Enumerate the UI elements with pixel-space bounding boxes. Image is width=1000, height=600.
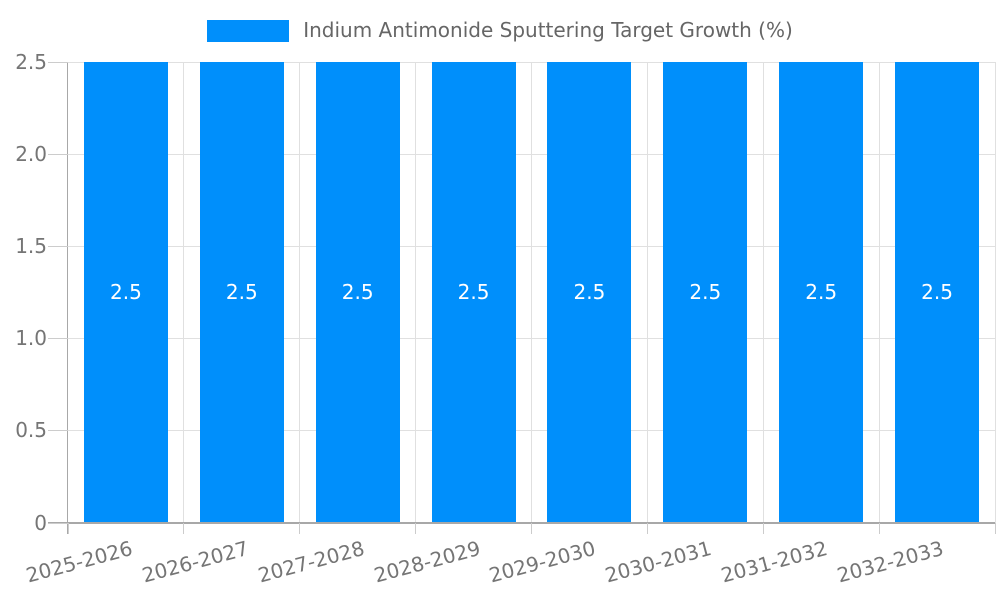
gridline-vertical xyxy=(531,62,532,523)
bar-value-label: 2.5 xyxy=(805,280,838,304)
gridline-vertical xyxy=(878,62,880,523)
bar-value-label: 2.5 xyxy=(689,280,722,304)
y-axis-tick-label: 2.5 xyxy=(15,49,47,74)
x-axis-tick xyxy=(415,523,417,534)
y-axis-tick xyxy=(48,522,68,524)
legend[interactable]: Indium Antimonide Sputtering Target Grow… xyxy=(0,19,1000,42)
x-axis-tick xyxy=(878,523,880,534)
bar[interactable]: 2.5 xyxy=(199,62,284,523)
bar[interactable]: 2.5 xyxy=(83,62,168,523)
bar[interactable]: 2.5 xyxy=(895,62,980,523)
gridline-vertical xyxy=(299,62,301,523)
gridline-vertical xyxy=(183,62,185,523)
legend-swatch xyxy=(207,19,290,42)
bar-value-label: 2.5 xyxy=(457,280,490,304)
y-axis-tick xyxy=(48,153,68,155)
y-axis-tick xyxy=(48,61,68,63)
x-axis-tick xyxy=(994,523,996,534)
plot-area: 2.5 2.5 2.5 2.5 2.5 2.5 2.5 2.5 xyxy=(68,61,996,523)
x-axis-tick xyxy=(646,523,648,534)
bar[interactable]: 2.5 xyxy=(431,62,516,523)
x-axis-tick-label: 2029-2030 xyxy=(486,536,599,588)
x-axis-tick xyxy=(531,523,532,534)
legend-label: Indium Antimonide Sputtering Target Grow… xyxy=(303,18,793,42)
bar[interactable]: 2.5 xyxy=(663,62,748,523)
x-axis-tick-label: 2032-2033 xyxy=(834,536,947,588)
x-axis-tick xyxy=(67,523,69,534)
bar-value-label: 2.5 xyxy=(573,280,606,304)
x-axis-tick-label: 2031-2032 xyxy=(718,536,831,588)
bar-value-label: 2.5 xyxy=(225,280,258,304)
bar[interactable]: 2.5 xyxy=(547,62,632,523)
bar-value-label: 2.5 xyxy=(110,280,142,304)
y-axis-tick-label: 1.5 xyxy=(15,233,47,258)
gridline-vertical xyxy=(415,62,417,523)
y-axis-line xyxy=(66,62,68,534)
x-axis-tick xyxy=(299,523,301,534)
y-axis-tick xyxy=(48,430,68,432)
bar[interactable]: 2.5 xyxy=(779,62,864,523)
gridline-vertical xyxy=(762,62,764,523)
bar[interactable]: 2.5 xyxy=(315,62,400,523)
gridline-vertical xyxy=(646,62,648,523)
x-axis-tick-label: 2028-2029 xyxy=(371,536,483,588)
x-axis-tick-label: 2027-2028 xyxy=(255,536,367,588)
bar-value-label: 2.5 xyxy=(341,280,374,304)
y-axis-tick-label: 2.0 xyxy=(15,141,47,166)
x-axis-tick xyxy=(183,523,185,534)
gridline-vertical xyxy=(994,62,996,523)
y-axis-tick-label: 0 xyxy=(34,510,47,535)
x-axis-line xyxy=(48,521,995,524)
y-axis-tick xyxy=(48,245,68,247)
y-axis-tick-label: 0.5 xyxy=(15,418,47,443)
x-axis-tick xyxy=(762,523,764,534)
y-axis-tick xyxy=(48,338,68,340)
x-axis-tick-label: 2026-2027 xyxy=(139,536,251,588)
bar-value-label: 2.5 xyxy=(921,280,953,304)
x-axis-tick-label: 2030-2031 xyxy=(602,536,715,588)
x-axis-tick-label: 2025-2026 xyxy=(23,536,135,588)
y-axis-tick-label: 1.0 xyxy=(15,326,47,351)
